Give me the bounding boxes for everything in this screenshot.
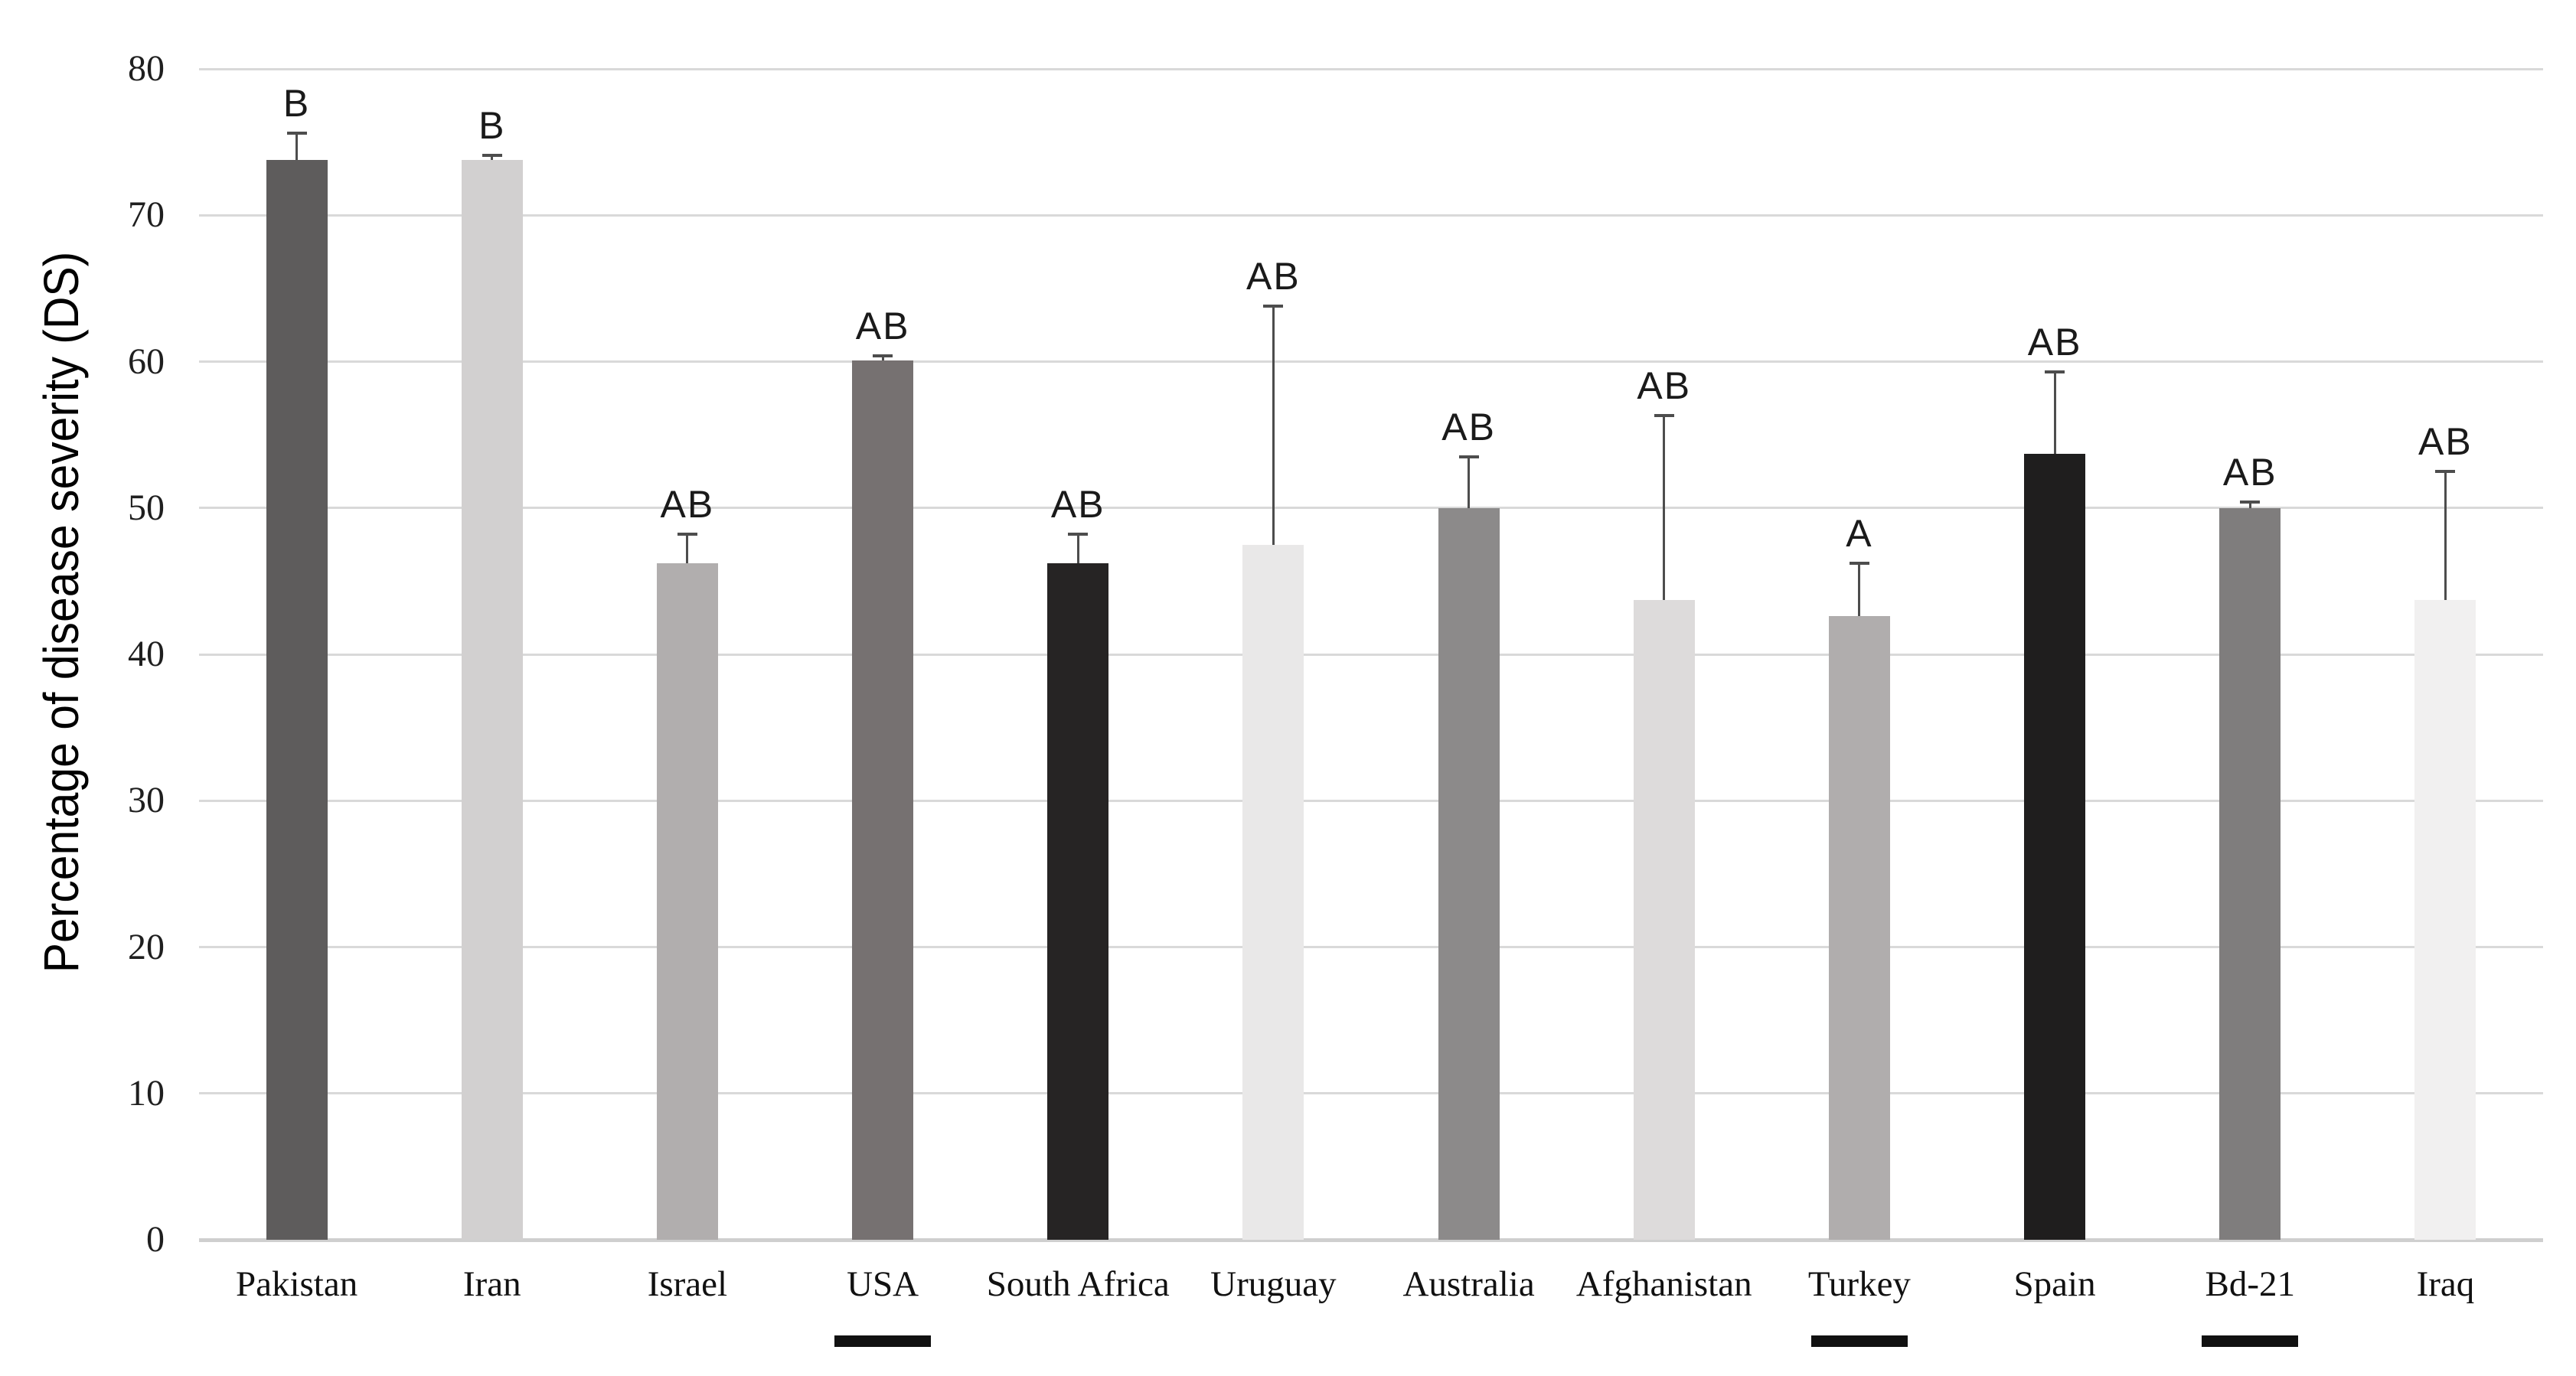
gridline-70 (199, 214, 2543, 217)
y-tick-label-70: 70 (128, 194, 165, 236)
x-label-underline-turkey (1810, 1335, 1908, 1347)
error-bar-cap-iraq (2435, 469, 2456, 473)
gridline-0 (199, 1237, 2543, 1242)
sig-label-usa: AB (855, 304, 910, 347)
sig-label-israel: AB (660, 483, 715, 527)
bar-south-africa (1047, 563, 1109, 1240)
error-bar-cap-afghanistan (1654, 414, 1674, 418)
bar-uruguay (1242, 544, 1304, 1240)
error-bar-cap-turkey (1849, 562, 1869, 566)
error-bar-cap-south-africa (1068, 533, 1089, 536)
gridline-20 (199, 946, 2543, 948)
bar-pakistan (266, 159, 328, 1240)
bar-usa (852, 360, 914, 1240)
y-tick-label-40: 40 (128, 634, 165, 674)
sig-label-afghanistan: AB (1637, 364, 1692, 408)
gridline-50 (199, 507, 2543, 510)
y-tick-label-50: 50 (128, 487, 165, 528)
error-bar-pakistan (295, 133, 299, 160)
bar-turkey (1828, 616, 1890, 1240)
y-tick-label-30: 30 (128, 780, 165, 821)
gridline-30 (199, 799, 2543, 802)
gridline-80 (199, 67, 2543, 70)
sig-label-bd-21: AB (2222, 451, 2277, 494)
x-label-usa: USA (847, 1264, 919, 1304)
sig-label-australia: AB (1441, 405, 1496, 448)
gridline-10 (199, 1092, 2543, 1095)
sig-label-iraq: AB (2418, 419, 2473, 463)
y-tick-label-10: 10 (128, 1072, 165, 1114)
error-bar-cap-usa (873, 354, 893, 357)
error-bar-afghanistan (1663, 416, 1666, 601)
bar-iraq (2414, 600, 2476, 1240)
sig-label-south-africa: AB (1050, 483, 1105, 527)
error-bar-bd-21 (2248, 502, 2251, 508)
x-label-afghanistan: Afghanistan (1575, 1264, 1752, 1304)
x-label-underline-bd-21 (2202, 1335, 2299, 1347)
sig-label-iran: B (478, 103, 506, 147)
error-bar-israel (686, 534, 689, 564)
error-bar-cap-uruguay (1263, 304, 1284, 308)
sig-label-turkey: A (1846, 512, 1873, 556)
error-bar-cap-israel (677, 533, 697, 536)
sig-label-pakistan: B (282, 82, 311, 126)
gridline-40 (199, 653, 2543, 656)
bar-afghanistan (1633, 600, 1695, 1240)
bar-iran (461, 159, 523, 1240)
error-bar-usa (881, 355, 884, 360)
x-label-pakistan: Pakistan (235, 1264, 358, 1304)
x-label-turkey: Turkey (1807, 1264, 1911, 1304)
bar-australia (1438, 507, 1500, 1240)
error-bar-spain (2053, 371, 2056, 454)
error-bar-turkey (1858, 563, 1861, 617)
y-tick-label-80: 80 (128, 48, 165, 89)
x-label-israel: Israel (647, 1264, 728, 1304)
sig-label-spain: AB (2027, 320, 2082, 364)
error-bar-south-africa (1076, 534, 1079, 564)
x-label-uruguay: Uruguay (1210, 1264, 1337, 1304)
error-bar-iraq (2444, 471, 2447, 601)
x-label-bd-21: Bd-21 (2205, 1264, 2296, 1304)
error-bar-iran (491, 155, 494, 160)
y-tick-label-0: 0 (146, 1219, 165, 1260)
error-bar-cap-australia (1458, 455, 1479, 458)
error-bar-cap-spain (2045, 370, 2065, 373)
error-bar-cap-pakistan (286, 132, 307, 135)
x-label-australia: Australia (1402, 1264, 1535, 1304)
error-bar-uruguay (1272, 305, 1275, 545)
x-label-underline-usa (834, 1335, 932, 1347)
sig-label-uruguay: AB (1246, 254, 1301, 298)
x-label-spain: Spain (2013, 1264, 2096, 1304)
x-label-south-africa: South Africa (986, 1264, 1170, 1304)
bar-israel (656, 563, 718, 1240)
bar-bd-21 (2219, 507, 2281, 1240)
error-bar-cap-bd-21 (2240, 501, 2261, 504)
y-tick-label-20: 20 (128, 926, 165, 967)
error-bar-cap-iran (482, 153, 502, 157)
bar-spain (2024, 453, 2086, 1240)
x-label-iraq: Iraq (2416, 1264, 2475, 1304)
gridline-60 (199, 360, 2543, 363)
x-label-iran: Iran (462, 1264, 521, 1304)
error-bar-australia (1468, 456, 1471, 508)
y-tick-label-60: 60 (128, 341, 165, 382)
